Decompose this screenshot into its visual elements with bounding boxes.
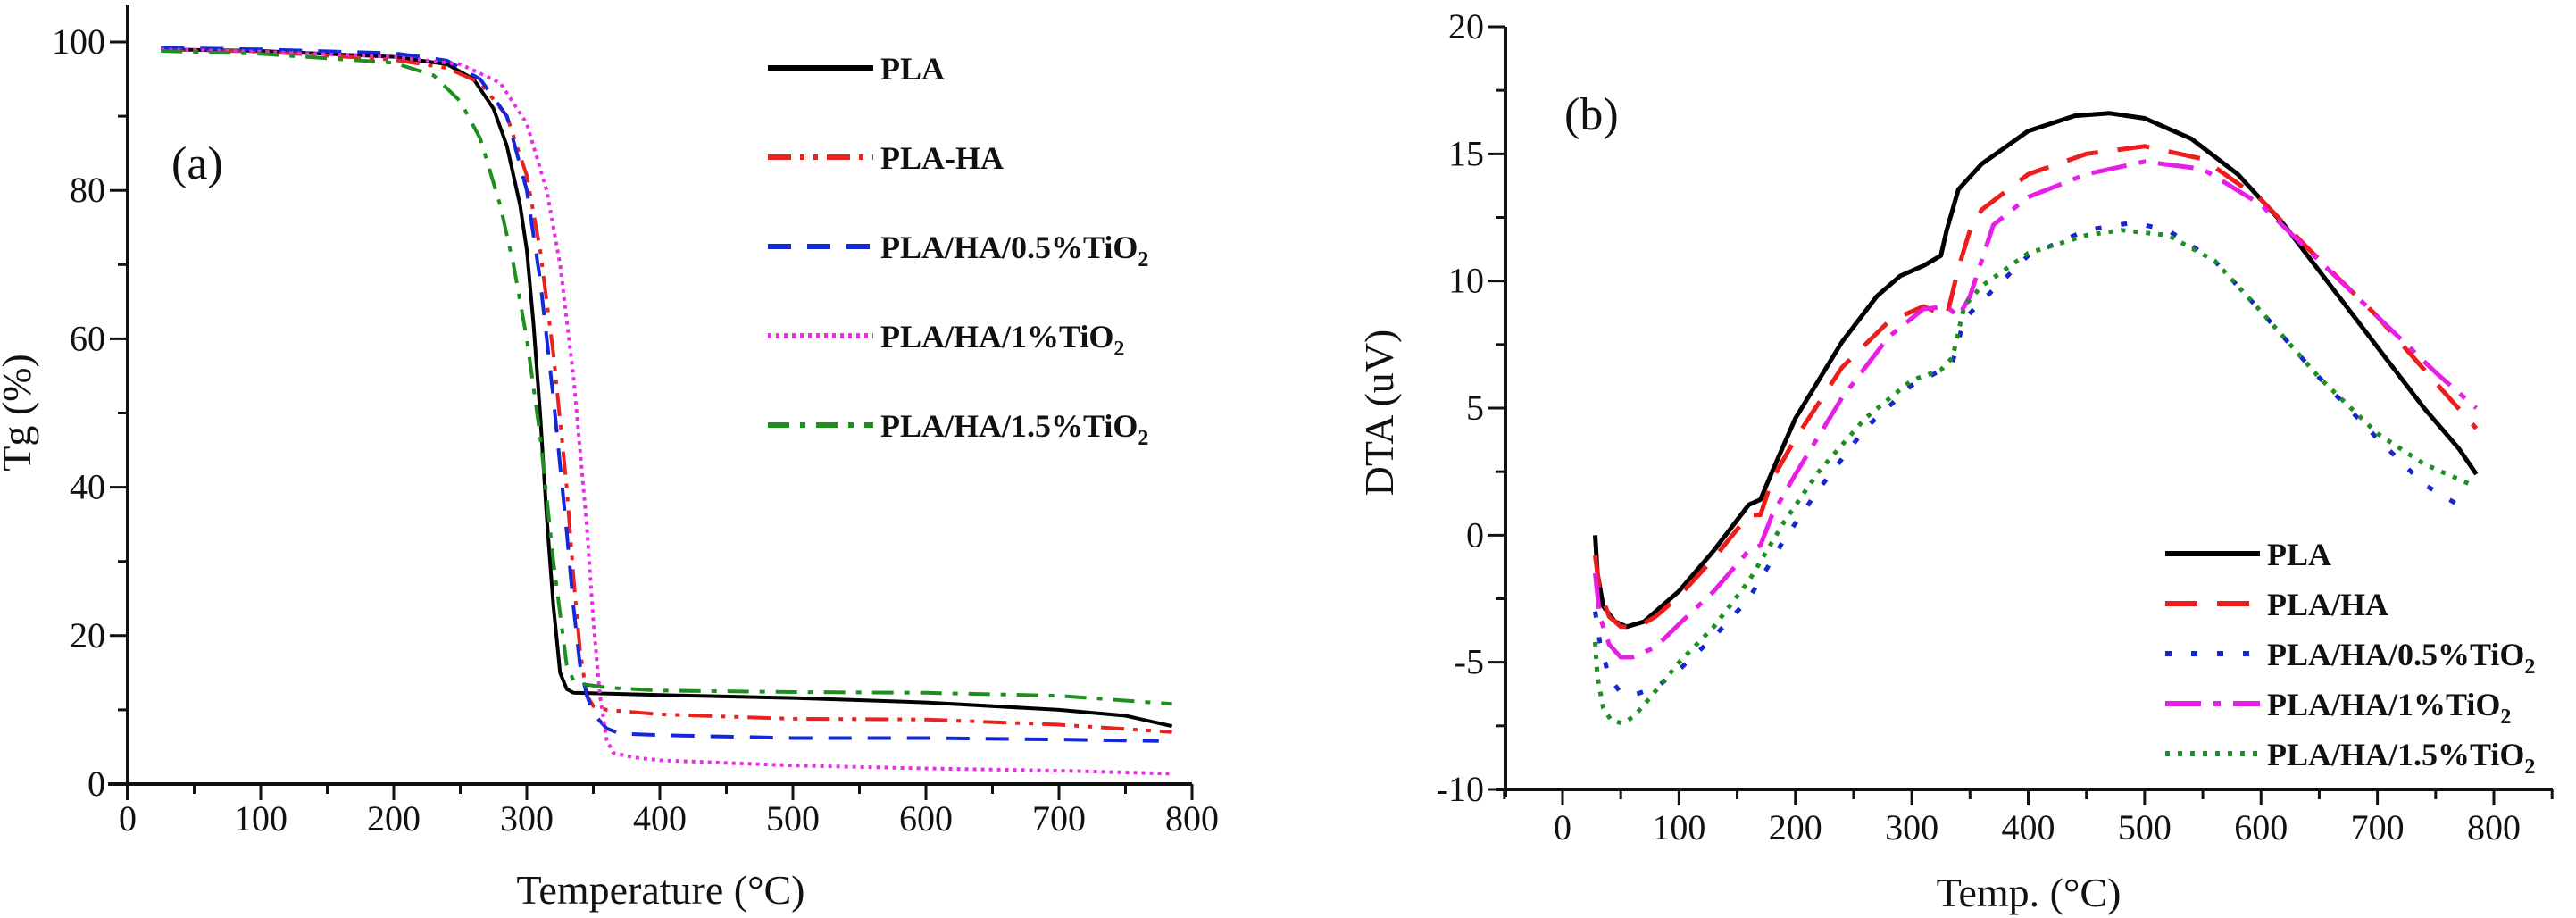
tga-axes: 0 100 200 300 400 500 600 700 800 0 20 40 60 80 100 xyxy=(52,5,1219,839)
tga-x-axis-title: Temperature (°C) xyxy=(517,867,805,913)
legend-label: PLA/HA/0.5%TiO2 xyxy=(2267,637,2535,679)
series-line-pla-ha-1-tio2 xyxy=(161,47,1172,776)
series-line-pla-ha xyxy=(161,47,1172,734)
legend-label-subscript: 2 xyxy=(1113,338,1124,361)
dta-y-axis-title: DTA (uV) xyxy=(1356,330,1402,497)
x-tick-label: 200 xyxy=(367,798,421,839)
dta-axes: 0 100 200 300 400 500 600 700 800 -10 -5 0 5 10 15 20 xyxy=(1437,6,2554,847)
series-line-pla-ha-1-tio2 xyxy=(1593,159,2479,660)
x-tick-label: 700 xyxy=(2351,807,2405,847)
y-tick-label: 15 xyxy=(1448,133,1484,173)
legend-label-main: PLA/HA/1%TiO xyxy=(880,319,1113,355)
x-tick-label: 0 xyxy=(119,798,137,839)
legend-label-subscript: 2 xyxy=(1138,248,1148,271)
y-tick-label: 100 xyxy=(52,21,105,62)
x-tick-label: 800 xyxy=(1165,798,1219,839)
dta-x-axis-title: Temp. (°C) xyxy=(1937,870,2122,915)
series-line-pla-ha-1-5-tio2 xyxy=(161,49,1172,706)
series-line-pla-ha xyxy=(1593,144,2479,630)
series-line-pla xyxy=(1593,111,2479,630)
x-tick-label: 300 xyxy=(500,798,554,839)
series-line-pla-ha-0-5-tio2 xyxy=(1593,220,2472,698)
legend-label: PLA xyxy=(2267,537,2331,572)
x-tick-label: 0 xyxy=(1554,807,1571,847)
x-tick-label: 600 xyxy=(899,798,953,839)
x-tick-label: 200 xyxy=(1769,807,1822,847)
legend-label: PLA xyxy=(880,51,945,87)
x-tick-label: 400 xyxy=(633,798,687,839)
x-tick-label: 500 xyxy=(2118,807,2172,847)
legend-label-main: PLA/HA/0.5%TiO xyxy=(2267,637,2524,672)
legend-label: PLA/HA/1.5%TiO2 xyxy=(2267,737,2535,779)
dta-panel: 0 100 200 300 400 500 600 700 800 -10 -5 0 5 10 15 20 (… xyxy=(1356,6,2554,915)
x-tick-label: 100 xyxy=(1652,807,1705,847)
legend-label-subscript: 2 xyxy=(2524,755,2535,779)
tga-y-axis-title: Tg (%) xyxy=(0,354,39,472)
y-tick-label: 0 xyxy=(88,764,105,804)
tga-legend: PLAPLA-HAPLA/HA/0.5%TiO2PLA/HA/1%TiO2PLA… xyxy=(768,51,1148,450)
tga-plot-area xyxy=(161,46,1173,776)
legend-label-main: PLA/HA/1.5%TiO xyxy=(2267,737,2524,772)
y-tick-label: 60 xyxy=(70,318,105,358)
y-tick-label: 5 xyxy=(1466,388,1484,428)
legend-label: PLA/HA/0.5%TiO2 xyxy=(880,230,1148,271)
legend-label-main: PLA-HA xyxy=(880,140,1004,176)
x-tick-label: 800 xyxy=(2467,807,2521,847)
y-tick-label: 80 xyxy=(70,170,105,210)
series-line-pla-ha-1-5-tio2 xyxy=(1593,228,2472,726)
series-line-pla-ha-0-5-tio2 xyxy=(161,46,1159,743)
legend-label-subscript: 2 xyxy=(2500,705,2511,729)
x-tick-label: 500 xyxy=(766,798,820,839)
y-tick-label: 20 xyxy=(1448,6,1484,46)
legend-label-subscript: 2 xyxy=(1138,427,1148,450)
legend-label-main: PLA/HA/1%TiO xyxy=(2267,687,2500,722)
dta-plot-area xyxy=(1593,111,2479,726)
y-tick-label: -5 xyxy=(1455,642,1484,682)
y-tick-label: 40 xyxy=(70,467,105,507)
legend-label-main: PLA/HA/1.5%TiO xyxy=(880,408,1138,444)
legend-label: PLA/HA/1%TiO2 xyxy=(2267,687,2511,729)
y-tick-label: 20 xyxy=(70,615,105,655)
x-tick-label: 700 xyxy=(1032,798,1086,839)
series-line-pla xyxy=(161,47,1173,729)
tga-panel: 0 100 200 300 400 500 600 700 800 0 20 40 60 80 100 (a… xyxy=(0,5,1219,913)
legend-label-main: PLA/HA xyxy=(2267,587,2388,622)
dta-panel-label: (b) xyxy=(1564,89,1619,140)
tga-panel-label: (a) xyxy=(171,138,223,189)
legend-label-main: PLA xyxy=(880,51,945,87)
legend-label: PLA/HA/1.5%TiO2 xyxy=(880,408,1148,450)
x-tick-label: 400 xyxy=(2002,807,2055,847)
dta-legend: PLAPLA/HAPLA/HA/0.5%TiO2PLA/HA/1%TiO2PLA… xyxy=(2165,537,2535,779)
legend-label: PLA/HA/1%TiO2 xyxy=(880,319,1124,361)
y-tick-label: -10 xyxy=(1437,769,1484,809)
legend-label-subscript: 2 xyxy=(2524,655,2535,679)
x-tick-label: 100 xyxy=(234,798,288,839)
x-tick-label: 600 xyxy=(2234,807,2288,847)
legend-label: PLA-HA xyxy=(880,140,1004,176)
y-tick-label: 10 xyxy=(1448,261,1484,301)
legend-label-main: PLA xyxy=(2267,537,2331,572)
legend-label-main: PLA/HA/0.5%TiO xyxy=(880,230,1138,265)
x-tick-label: 300 xyxy=(1885,807,1938,847)
y-tick-label: 0 xyxy=(1466,514,1484,555)
legend-label: PLA/HA xyxy=(2267,587,2388,622)
